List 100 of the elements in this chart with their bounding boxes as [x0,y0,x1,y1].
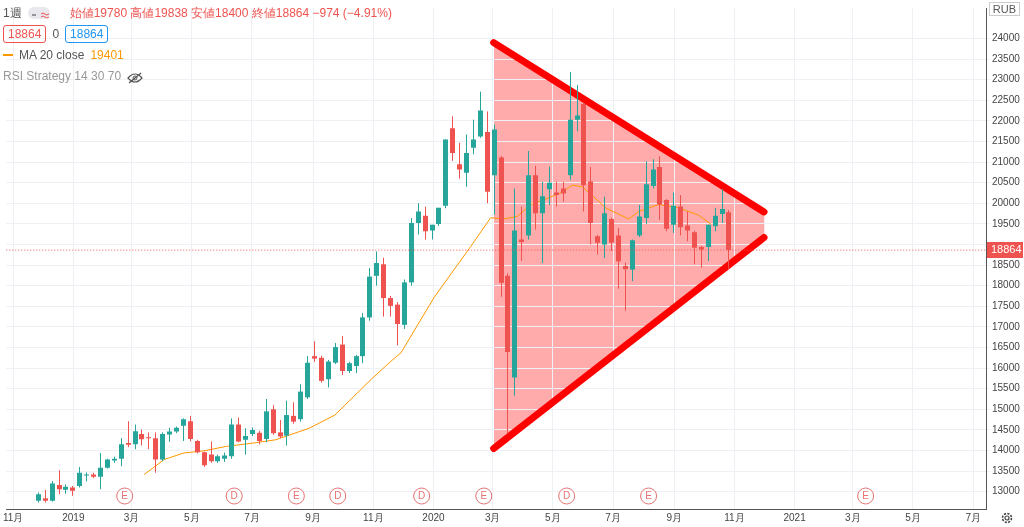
candlestick [547,166,552,206]
candlestick [678,194,683,236]
x-tick-label: 5月 [545,511,561,523]
y-tick-label: 17000 [992,320,1021,332]
annotation: 19401 [90,46,124,64]
annotation: E [862,490,870,502]
candlestick [706,224,711,262]
candlestick [354,354,359,374]
x-tick-label: 11月 [363,511,384,523]
candlestick [540,181,545,264]
annotation: RSI Strategy 14 30 70 [3,67,122,85]
candlestick [319,355,324,384]
candlestick [57,469,62,495]
candlestick [388,295,393,318]
candlestick [374,251,379,287]
candlestick [236,417,241,443]
chart-title: 1週 [3,4,22,22]
candlestick [471,119,476,155]
candlestick [713,207,718,232]
candlestick [651,158,656,189]
y-tick-label: 22000 [992,114,1021,126]
y-tick-label: 19500 [992,217,1021,229]
y-tick-label: 13500 [992,464,1021,476]
candlestick [153,431,158,474]
y-tick-label: 21500 [992,135,1021,147]
x-tick-label: 2021 [783,511,807,523]
candlestick [671,192,676,234]
y-tick-label: 15500 [992,382,1021,394]
y-tick-label: 23500 [992,52,1021,64]
annotation: 18864 [65,24,109,43]
candlestick [50,480,55,503]
candlestick [326,359,331,388]
y-tick-label: 22500 [992,94,1021,106]
x-tick-label: 3月 [123,511,140,523]
x-tick-label: 7月 [965,511,981,523]
x-tick-label: 7月 [244,511,260,523]
candlestick [181,417,186,442]
candlestick [77,466,82,489]
x-tick-label: 11月 [3,511,24,523]
y-tick-label: 15000 [992,403,1021,415]
candlestick [416,202,421,236]
legend-label: MA 20 close [19,46,85,64]
chart-subtitle: 始値19780 高値19838 安値18400 終値18864 −974 (−4.91%) [69,4,392,22]
y-tick-label: 17500 [992,300,1021,312]
annotation: D [418,490,426,502]
candlestick [333,342,338,365]
y-tick-label: 20500 [992,176,1021,188]
candlestick [209,440,214,464]
candlestick [271,404,276,436]
candlestick [312,340,317,363]
x-tick-label: 2020 [422,511,446,523]
candlestick [133,424,138,450]
x-tick-label: 3月 [845,511,861,523]
x-tick-label: 5月 [183,511,200,523]
annotation: E [480,490,488,502]
y-tick-label: 18000 [992,279,1021,291]
x-tick-label: 2019 [62,511,85,523]
y-tick-label: 20000 [992,197,1021,209]
candlestick [278,419,283,439]
annotation: E [645,490,653,502]
x-tick-label: 3月 [484,511,501,523]
ref-line-label: 18864 [991,243,1022,256]
y-tick-label: 18500 [992,258,1021,270]
annotation: D [563,490,571,502]
candlestick [575,84,580,132]
candlestick [119,437,124,467]
candlestick [291,401,296,425]
x-tick-label: 9月 [666,511,683,523]
y-tick-label: 14000 [992,444,1021,456]
candlestick [720,188,725,224]
candlestick [464,133,469,188]
y-tick-label: 21000 [992,155,1021,167]
candlestick [561,181,566,203]
candlestick [98,452,103,490]
candlestick [637,204,642,238]
candlestick [188,415,193,442]
y-tick-label: 16000 [992,361,1021,373]
y-tick-label: 23000 [992,73,1021,85]
y-tick-label: 16500 [992,341,1021,353]
annotation: E [121,490,129,502]
candlestick [395,301,400,346]
candlestick [457,142,462,180]
candlestick [623,262,628,312]
y-tick-label: 13000 [992,485,1021,497]
candlestick [126,420,131,448]
x-tick-label: 11月 [724,511,745,523]
annotation: 0 [52,25,60,43]
y-tick-label: 24000 [992,32,1021,44]
candlestick [243,427,248,456]
candlestick [423,206,428,241]
annotation: 18864 [3,24,47,43]
candlestick [146,431,151,450]
x-tick-label: 9月 [305,511,321,523]
annotation: D [334,490,342,502]
annotation: E [293,490,301,502]
annotation: D [230,490,238,502]
y-tick-label: 14500 [992,423,1021,435]
x-tick-label: 7月 [605,511,621,523]
x-tick-label: 5月 [905,511,921,523]
candlestick [284,400,289,447]
